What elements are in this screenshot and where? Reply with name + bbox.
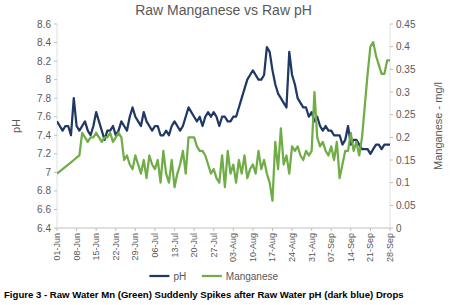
x-tick [115, 228, 116, 231]
y-tick [54, 116, 57, 117]
y2-tick-label: 0.15 [396, 155, 416, 166]
x-tick-label: 06-Jul [150, 233, 160, 258]
y2-tick-label: 0.25 [396, 109, 416, 120]
y2-axis-title: Manganese - mg/l [432, 82, 444, 170]
y-tick [54, 42, 57, 43]
y-tick [54, 61, 57, 62]
y2-tick-label: 0.1 [396, 177, 410, 188]
y2-tick [390, 160, 393, 161]
y-tick [54, 209, 57, 210]
y-tick-label: 8.2 [37, 56, 51, 67]
x-tick [96, 228, 97, 231]
x-tick-label: 07-Sep [326, 233, 336, 262]
x-tick [213, 228, 214, 231]
x-tick [390, 228, 391, 231]
y-tick [54, 79, 57, 80]
y2-tick-label: 0.4 [396, 41, 410, 52]
y2-tick [390, 69, 393, 70]
x-axis-line [57, 228, 390, 229]
y-tick-label: 7.6 [37, 111, 51, 122]
y-tick [54, 153, 57, 154]
y-tick-label: 6.6 [37, 204, 51, 215]
x-tick-label: 24-Aug [287, 233, 297, 262]
x-tick-label: 03-Aug [228, 233, 238, 262]
y2-axis-line [390, 24, 391, 228]
y2-tick [390, 114, 393, 115]
y2-tick-label: 0.35 [396, 64, 416, 75]
y-tick [54, 190, 57, 191]
x-tick-label: 21-Sep [365, 233, 375, 262]
y-tick [54, 24, 57, 25]
x-tick-label: 10-Aug [248, 233, 258, 262]
y-tick [54, 172, 57, 173]
x-tick-label: 01-Jun [52, 233, 62, 261]
x-tick [272, 228, 273, 231]
x-tick [233, 228, 234, 231]
x-tick-label: 29-Jun [130, 233, 140, 261]
y-tick-label: 6.4 [37, 223, 51, 234]
y2-tick [390, 92, 393, 93]
x-tick [350, 228, 351, 231]
plot-area [57, 42, 390, 201]
x-tick-label: 14-Sep [346, 233, 356, 262]
y-axis-line [57, 24, 58, 228]
y-tick [54, 98, 57, 99]
x-tick [76, 228, 77, 231]
x-tick-label: 15-Jun [91, 233, 101, 261]
x-tick-label: 27-Jul [209, 233, 219, 258]
y-tick-label: 8 [45, 74, 51, 85]
legend-swatch [202, 275, 222, 277]
title: Raw Manganese vs Raw pH [135, 2, 312, 18]
x-tick [292, 228, 293, 231]
x-tick-label: 22-Jun [111, 233, 121, 261]
y2-tick-label: 0 [396, 223, 402, 234]
x-tick-label: 13-Jul [170, 233, 180, 258]
x-tick [252, 228, 253, 231]
y2-tick-label: 0.05 [396, 200, 416, 211]
series-line [57, 42, 390, 201]
legend-label: Manganese [226, 271, 279, 282]
y2-tick [390, 137, 393, 138]
caption: Figure 3 - Raw Water Mn (Green) Suddenly… [4, 289, 404, 300]
x-tick [135, 228, 136, 231]
x-tick-label: 17-Aug [267, 233, 277, 262]
y2-tick [390, 182, 393, 183]
x-tick-label: 28-Sep [385, 233, 395, 262]
chart: Raw Manganese vs Raw pH 6.4 6.6 6.8 7 7.2 7.4 7… [0, 0, 452, 305]
y-tick [54, 135, 57, 136]
y2-tick-label: 0.2 [396, 132, 410, 143]
x-tick-label: 31-Aug [307, 233, 317, 262]
legend-label: pH [173, 271, 186, 282]
y-tick-label: 7.8 [37, 93, 51, 104]
legend-swatch [149, 275, 169, 277]
y-tick-label: 7.2 [37, 148, 51, 159]
x-tick [311, 228, 312, 231]
y2-tick [390, 205, 393, 206]
x-tick [331, 228, 332, 231]
y2-tick [390, 24, 393, 25]
x-tick-label: 20-Jul [189, 233, 199, 258]
x-tick [194, 228, 195, 231]
y-tick-label: 7.4 [37, 130, 51, 141]
y2-tick-label: 0.45 [396, 19, 416, 30]
x-tick-label: 08-Jun [72, 233, 82, 261]
x-tick [57, 228, 58, 231]
y2-tick-label: 0.3 [396, 87, 410, 98]
y-axis-title: pH [10, 119, 22, 133]
x-tick [174, 228, 175, 231]
x-tick [370, 228, 371, 231]
y-tick-label: 8.6 [37, 19, 51, 30]
y-tick-label: 8.4 [37, 37, 51, 48]
y-tick-label: 7 [45, 167, 51, 178]
x-tick [154, 228, 155, 231]
y-tick-label: 6.8 [37, 185, 51, 196]
y2-tick [390, 46, 393, 47]
